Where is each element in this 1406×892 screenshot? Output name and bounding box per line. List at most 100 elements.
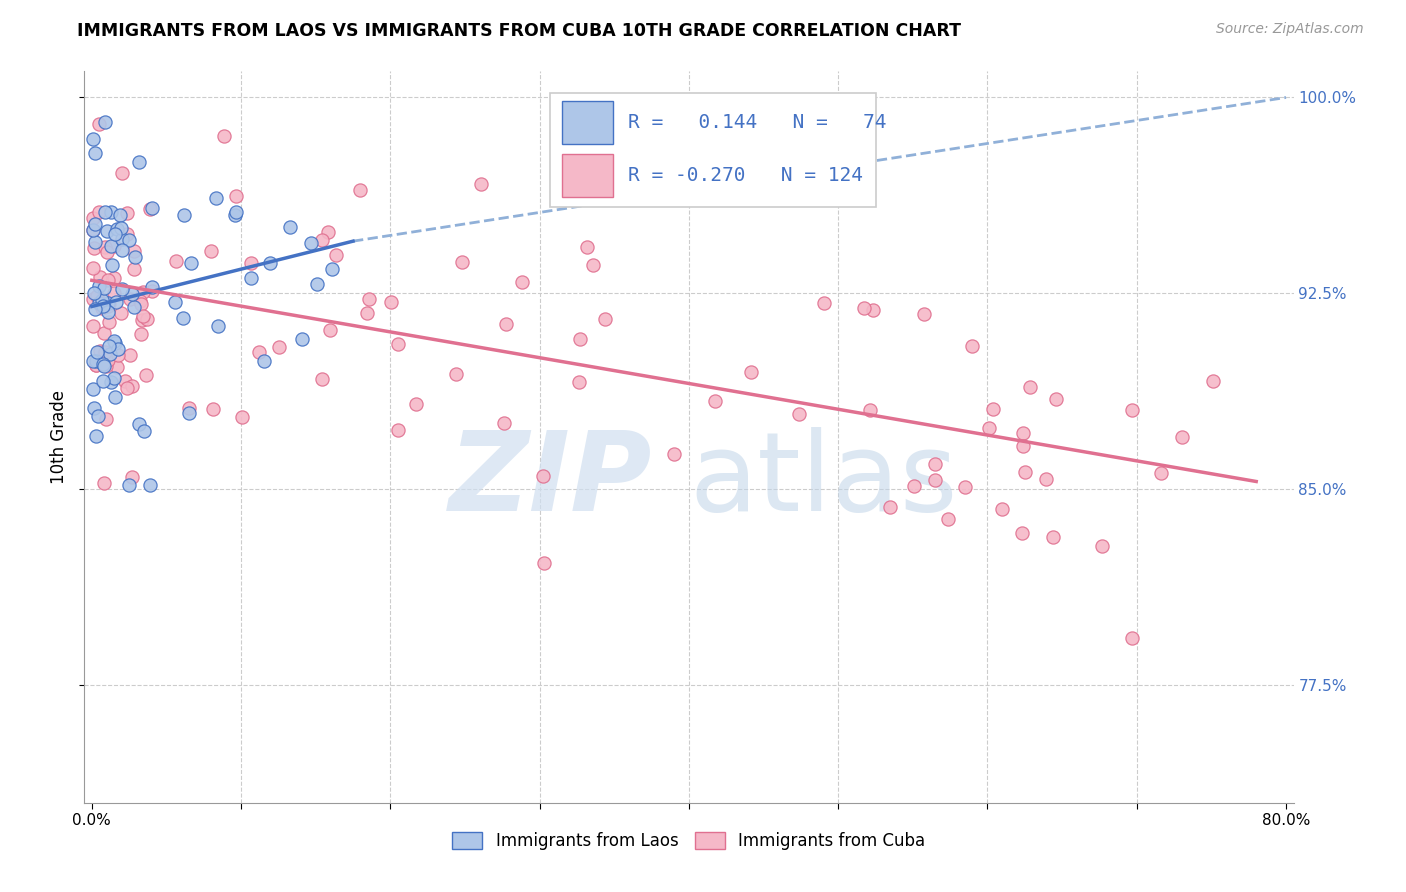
Point (1011, 526, 1033, 541)
Point (84, 359, 107, 373)
Point (86, 345, 108, 359)
FancyBboxPatch shape (562, 101, 613, 145)
Point (533, 468, 555, 483)
Point (97, 296, 120, 310)
Point (316, 225, 339, 239)
Point (1014, 465, 1036, 479)
Text: R =   0.144   N =   74: R = 0.144 N = 74 (628, 113, 887, 132)
Point (82, 131, 104, 145)
Point (129, 296, 152, 310)
Point (105, 295, 128, 310)
Point (97, 273, 120, 287)
Point (103, 334, 125, 349)
Point (703, 394, 725, 409)
Point (953, 480, 976, 494)
Point (82, 223, 104, 237)
Point (321, 262, 343, 277)
Point (305, 277, 328, 291)
Point (86, 289, 108, 303)
Point (84, 235, 107, 249)
Point (103, 371, 125, 385)
Point (93, 359, 115, 373)
Point (100, 238, 122, 252)
Point (121, 286, 143, 301)
Point (879, 500, 901, 515)
Point (269, 340, 291, 354)
Point (94, 204, 117, 219)
Point (93, 240, 115, 254)
Point (492, 416, 515, 430)
Point (259, 256, 281, 270)
Point (568, 376, 591, 390)
Point (107, 348, 129, 362)
Text: Source: ZipAtlas.com: Source: ZipAtlas.com (1216, 22, 1364, 37)
Point (252, 354, 274, 368)
Point (84, 353, 107, 368)
Point (637, 164, 659, 178)
Point (98, 347, 121, 361)
FancyBboxPatch shape (562, 153, 613, 197)
Point (118, 348, 141, 362)
Point (862, 302, 884, 317)
Point (94, 115, 117, 129)
Point (131, 313, 153, 327)
Point (91, 357, 114, 371)
Point (91, 301, 114, 315)
Point (231, 409, 253, 424)
Point (83, 241, 105, 255)
Point (91, 293, 114, 307)
Point (359, 292, 381, 306)
Point (84, 358, 107, 372)
Point (128, 417, 150, 431)
Point (1012, 438, 1035, 452)
Point (89, 269, 111, 284)
Point (118, 478, 141, 492)
Point (569, 332, 592, 346)
Point (225, 189, 247, 203)
Point (134, 424, 156, 438)
Point (118, 233, 141, 247)
Point (107, 342, 129, 356)
Point (114, 374, 136, 388)
Point (122, 300, 145, 314)
Point (83, 286, 105, 301)
Point (239, 256, 262, 270)
FancyBboxPatch shape (550, 94, 876, 207)
Point (387, 423, 409, 437)
Point (247, 344, 270, 359)
Point (291, 332, 314, 346)
Point (664, 447, 686, 461)
Point (132, 285, 155, 299)
Point (981, 401, 1004, 416)
Point (582, 258, 605, 272)
Point (82, 223, 104, 237)
Text: ZIP: ZIP (449, 427, 652, 534)
Point (924, 473, 946, 487)
Point (179, 401, 201, 415)
Point (89, 344, 111, 359)
Point (1202, 374, 1225, 388)
Point (121, 470, 143, 484)
Point (470, 177, 492, 191)
Point (903, 479, 925, 493)
Point (356, 306, 378, 320)
Point (115, 381, 138, 395)
Point (94, 359, 117, 373)
Point (96, 244, 118, 259)
Point (103, 286, 125, 301)
Point (311, 372, 333, 386)
Point (108, 208, 131, 222)
Point (128, 155, 150, 169)
Point (165, 254, 187, 268)
Point (173, 208, 195, 222)
Point (450, 255, 472, 269)
Point (1171, 430, 1194, 444)
Point (110, 243, 132, 257)
Point (84, 429, 107, 443)
Point (104, 335, 127, 350)
Point (91, 375, 114, 389)
Point (124, 262, 146, 277)
Point (97, 339, 120, 353)
Point (1035, 472, 1057, 486)
Point (93, 281, 115, 295)
